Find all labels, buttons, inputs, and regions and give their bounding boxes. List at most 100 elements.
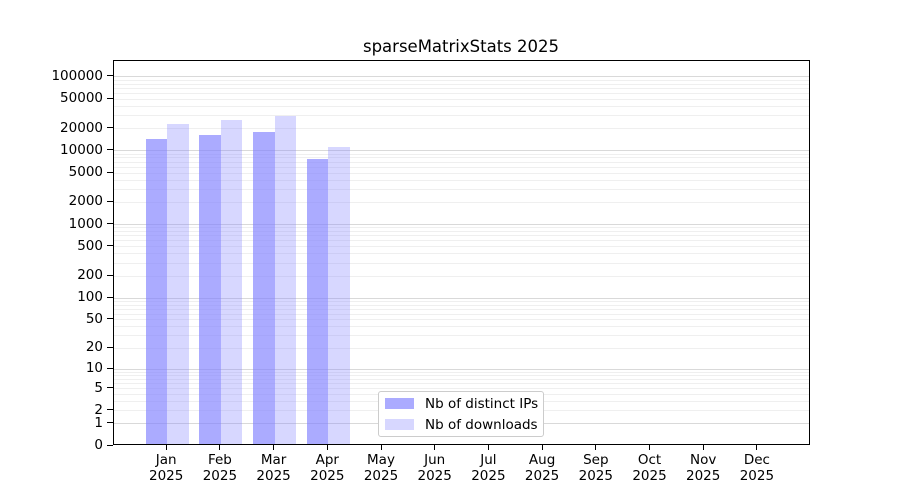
gridline-minor xyxy=(113,157,809,159)
gridline-minor xyxy=(113,319,809,321)
legend-label: Nb of distinct IPs xyxy=(425,395,539,412)
bar-distinct-ips xyxy=(306,158,329,444)
x-tick-label: Nov 2025 xyxy=(686,452,721,484)
gridline-minor xyxy=(113,375,809,377)
y-tick-mark xyxy=(107,346,113,348)
y-tick-mark xyxy=(107,296,113,298)
legend: Nb of distinct IPs Nb of downloads xyxy=(378,391,544,437)
x-tick-mark xyxy=(165,445,167,450)
x-tick-label: Jul 2025 xyxy=(471,452,506,484)
y-tick-label: 100 xyxy=(77,289,103,306)
gridline-minor xyxy=(113,153,809,155)
gridline-minor xyxy=(113,115,809,117)
y-tick-label: 200 xyxy=(77,267,103,284)
x-tick-mark xyxy=(326,445,328,450)
gridline-minor xyxy=(113,313,809,315)
bar-distinct-ips xyxy=(253,132,275,444)
x-tick-label: May 2025 xyxy=(363,452,399,484)
gridline-minor xyxy=(113,308,809,310)
gridline-minor xyxy=(113,253,809,255)
y-tick-label: 5000 xyxy=(68,164,103,180)
x-tick-mark xyxy=(434,445,436,450)
legend-item: Nb of downloads xyxy=(385,417,543,433)
y-tick-label: 20000 xyxy=(60,119,103,136)
bar-distinct-ips xyxy=(199,135,221,444)
gridline-minor xyxy=(113,326,809,328)
bar-downloads xyxy=(220,120,243,444)
y-tick-label: 50000 xyxy=(60,90,103,107)
y-tick-mark xyxy=(107,171,113,173)
x-tick-mark xyxy=(273,445,275,450)
x-tick-label: Jan 2025 xyxy=(149,452,184,484)
y-tick-mark xyxy=(107,245,113,247)
y-tick-mark xyxy=(107,367,113,369)
y-tick-label: 0 xyxy=(94,437,103,453)
x-tick-mark xyxy=(380,445,382,450)
y-tick-mark xyxy=(107,75,113,77)
x-tick-label: Mar 2025 xyxy=(256,452,291,484)
gridline-minor xyxy=(113,235,809,237)
gridline-minor xyxy=(113,383,809,385)
gridline-minor xyxy=(113,179,809,181)
y-tick-mark xyxy=(107,387,113,389)
x-tick-label: Aug 2025 xyxy=(524,452,560,484)
x-tick-mark xyxy=(756,445,758,450)
gridline-minor xyxy=(113,105,809,107)
y-tick-mark xyxy=(107,149,113,151)
gridline-major xyxy=(113,150,809,152)
y-tick-label: 1 xyxy=(94,414,103,431)
x-tick-label: Jun 2025 xyxy=(417,452,452,484)
gridline-minor xyxy=(113,335,809,337)
y-tick-mark xyxy=(107,97,113,99)
plot-area xyxy=(112,60,810,445)
y-tick-label: 20 xyxy=(85,339,103,356)
y-tick-mark xyxy=(107,318,113,320)
bar-downloads xyxy=(167,123,189,444)
gridline-minor xyxy=(113,83,809,85)
y-tick-mark xyxy=(107,409,113,411)
chart-title: sparseMatrixStats 2025 xyxy=(362,37,560,56)
gridline-minor xyxy=(113,304,809,306)
gridline-major xyxy=(113,76,809,78)
bar-downloads xyxy=(328,146,350,444)
x-tick-mark xyxy=(649,445,650,450)
gridline-minor xyxy=(113,87,809,89)
gridline-major xyxy=(113,224,809,226)
bar-downloads xyxy=(274,115,297,444)
y-tick-label: 500 xyxy=(77,237,103,254)
x-tick-label: Apr 2025 xyxy=(310,452,345,484)
y-tick-mark xyxy=(107,223,113,225)
gridline-minor xyxy=(113,262,809,264)
x-tick-label: Sep 2025 xyxy=(578,452,613,484)
y-tick-mark xyxy=(107,422,113,424)
gridline-minor xyxy=(113,347,809,349)
y-tick-label: 50 xyxy=(85,310,103,327)
x-tick-mark xyxy=(219,445,221,450)
gridline-minor xyxy=(113,240,809,242)
y-tick-label: 10 xyxy=(85,360,103,377)
gridline-minor xyxy=(113,371,809,373)
x-tick-label: Dec 2025 xyxy=(739,452,775,484)
gridline-major xyxy=(113,297,809,299)
legend-swatch-distinct-ips xyxy=(385,398,414,409)
gridline-minor xyxy=(113,300,809,302)
x-tick-mark xyxy=(487,445,489,450)
gridline-minor xyxy=(113,188,809,190)
gridline-minor xyxy=(113,227,809,229)
legend-label: Nb of downloads xyxy=(425,416,538,433)
x-tick-label: Oct 2025 xyxy=(632,452,667,484)
y-tick-mark xyxy=(107,444,113,446)
gridline-minor xyxy=(113,79,809,81)
y-tick-label: 5 xyxy=(94,379,103,396)
gridline-minor xyxy=(113,161,809,163)
gridline-minor xyxy=(113,172,809,174)
gridline-minor xyxy=(113,92,809,94)
y-tick-mark xyxy=(107,274,113,276)
gridline-minor xyxy=(113,246,809,248)
gridline-minor xyxy=(113,231,809,233)
x-tick-mark xyxy=(541,445,543,450)
gridline-minor xyxy=(113,275,809,277)
y-tick-label: 10000 xyxy=(60,141,103,158)
bar-distinct-ips xyxy=(145,138,168,444)
gridline-minor xyxy=(113,388,809,390)
